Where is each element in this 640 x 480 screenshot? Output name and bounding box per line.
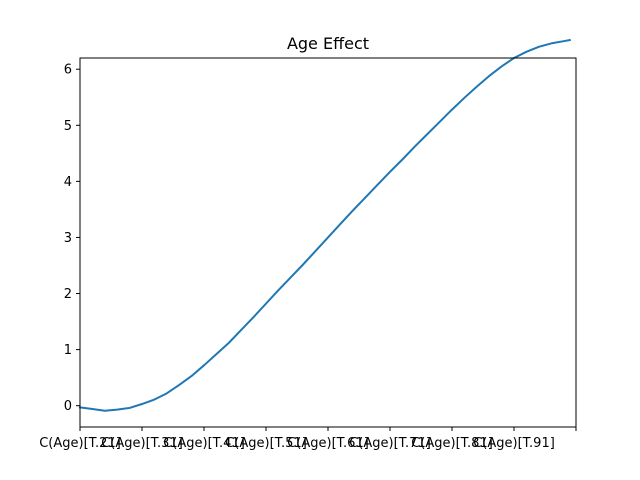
y-tick-label: 6 [64,63,72,78]
y-tick-label: 0 [64,399,72,414]
y-axis: 0 1 2 3 4 5 6 [64,63,80,414]
x-tick-label: C(Age)[T.91] [473,436,555,451]
age-effect-series-line [78,38,571,412]
x-tick-label: C(Age)[T.21] [39,436,121,451]
x-tick-label: C(Age)[T.81] [411,436,493,451]
x-tick-label: C(Age)[T.51] [225,436,307,451]
y-tick-label: 1 [64,343,72,358]
y-tick-label: 5 [64,119,72,134]
x-axis: C(Age)[T.21]C(Age)[T.31]C(Age)[T.41]C(Ag… [39,427,577,451]
chart-title: Age Effect [287,34,369,53]
x-tick-label: C(Age)[T.41] [163,436,245,451]
x-tick-label: C(Age)[T.71] [349,436,431,451]
plot-frame [79,57,577,428]
y-tick-label: 2 [64,287,72,302]
y-tick-label: 4 [64,175,72,190]
x-tick-label: C(Age)[T.31] [101,436,183,451]
y-tick-label: 3 [64,231,72,246]
x-tick-label: C(Age)[T.61] [287,436,369,451]
